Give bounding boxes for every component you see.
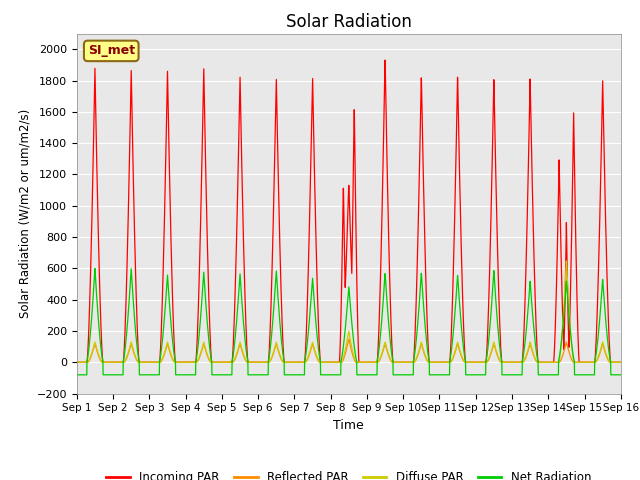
Diffuse PAR <box>305 351 313 357</box>
Y-axis label: Solar Radiation (W/m2 or um/m2/s): Solar Radiation (W/m2 or um/m2/s) <box>18 109 31 318</box>
Reflected PAR <box>607 360 614 365</box>
Net Radiation <box>617 372 625 378</box>
Line: Incoming PAR: Incoming PAR <box>77 60 621 362</box>
Reflected PAR <box>135 360 143 365</box>
X-axis label: Time: Time <box>333 419 364 432</box>
Line: Net Radiation: Net Radiation <box>77 268 621 375</box>
Incoming PAR <box>73 360 81 365</box>
Diffuse PAR <box>73 360 81 365</box>
Incoming PAR <box>548 360 556 365</box>
Incoming PAR <box>282 360 289 365</box>
Net Radiation <box>548 372 556 378</box>
Reflected PAR <box>73 360 81 365</box>
Incoming PAR <box>607 357 614 362</box>
Incoming PAR <box>381 57 389 63</box>
Net Radiation <box>168 324 175 330</box>
Diffuse PAR <box>167 352 175 358</box>
Reflected PAR <box>617 360 625 365</box>
Reflected PAR <box>305 353 313 359</box>
Net Radiation <box>91 265 99 271</box>
Line: Diffuse PAR: Diffuse PAR <box>77 261 621 362</box>
Reflected PAR <box>345 336 353 342</box>
Incoming PAR <box>617 360 625 365</box>
Title: Solar Radiation: Solar Radiation <box>286 12 412 31</box>
Diffuse PAR <box>563 258 570 264</box>
Net Radiation <box>282 372 289 378</box>
Line: Reflected PAR: Reflected PAR <box>77 339 621 362</box>
Diffuse PAR <box>282 360 289 365</box>
Diffuse PAR <box>607 360 614 365</box>
Diffuse PAR <box>617 360 625 365</box>
Incoming PAR <box>167 243 175 249</box>
Incoming PAR <box>305 240 313 246</box>
Legend: Incoming PAR, Reflected PAR, Diffuse PAR, Net Radiation: Incoming PAR, Reflected PAR, Diffuse PAR… <box>102 466 596 480</box>
Net Radiation <box>73 372 81 378</box>
Diffuse PAR <box>135 360 143 365</box>
Net Radiation <box>135 358 143 363</box>
Incoming PAR <box>135 357 143 362</box>
Net Radiation <box>607 357 614 363</box>
Reflected PAR <box>167 353 175 359</box>
Reflected PAR <box>282 360 289 365</box>
Net Radiation <box>305 320 313 326</box>
Reflected PAR <box>548 360 556 365</box>
Text: SI_met: SI_met <box>88 44 135 58</box>
Diffuse PAR <box>548 360 556 365</box>
